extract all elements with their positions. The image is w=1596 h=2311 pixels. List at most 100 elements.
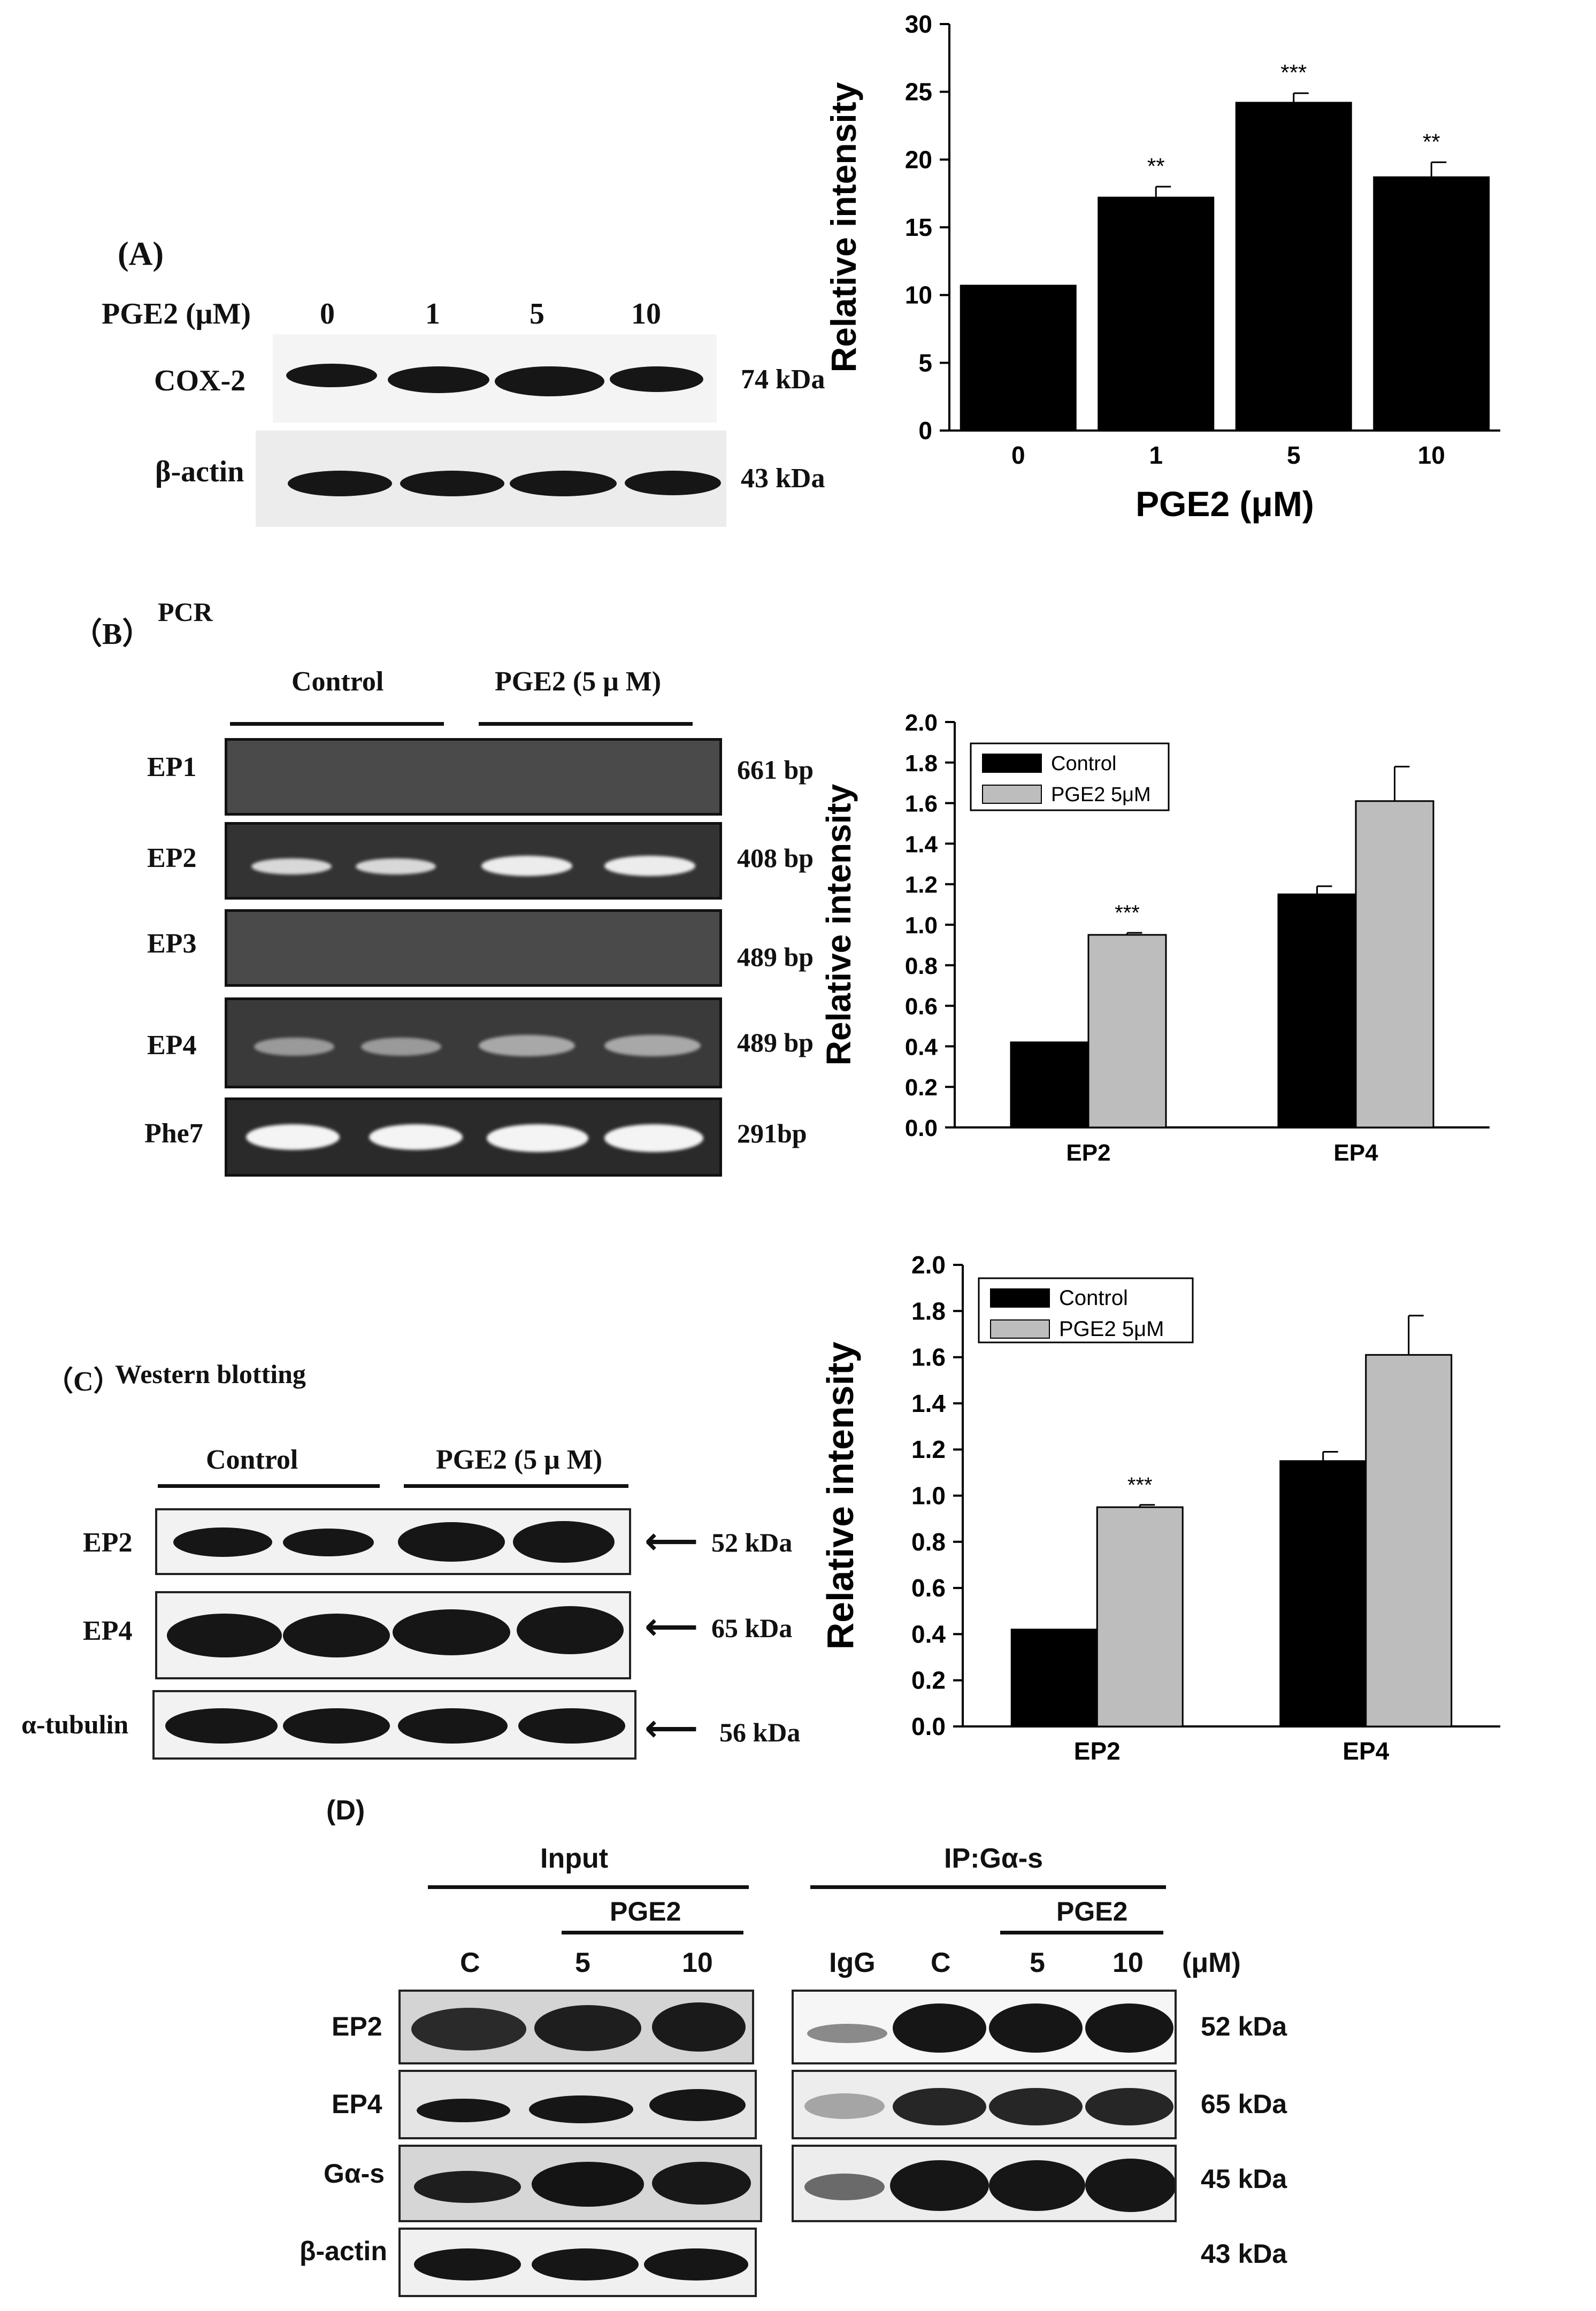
bar-10 (1373, 176, 1490, 432)
bar-1 (1098, 196, 1215, 432)
bar-0 (960, 285, 1077, 432)
panel-a-size-label: 74 kDa (741, 364, 825, 395)
panel-b-group-pge2: PGE2 (5 μ M) (495, 666, 662, 697)
gel-band (604, 856, 695, 876)
blot-band (167, 1614, 282, 1657)
blot-band (283, 1614, 390, 1657)
y-tick-label: 0.6 (911, 1574, 946, 1602)
blot-band (625, 471, 721, 495)
wb-size-label: 56 kDa (719, 1717, 801, 1747)
group-underline (1000, 1931, 1163, 1934)
group-underline (562, 1931, 743, 1934)
panel-a-lane-0: 0 (320, 297, 335, 331)
y-tick-label: 1.6 (905, 791, 938, 817)
pcr-size-label: 489 bp (737, 942, 814, 972)
y-tick-label: 1.8 (905, 750, 938, 777)
bar-EP2 (1087, 934, 1167, 1128)
y-tick-label: 30 (905, 10, 932, 38)
panel-d-input-pge2: PGE2 (610, 1897, 681, 1926)
input-lane: C (460, 1947, 480, 1978)
x-tick-label: 0 (1011, 441, 1025, 469)
blot-band (1085, 2159, 1175, 2212)
coip-row-label: Gα-s (324, 2159, 385, 2189)
blot-band (411, 2008, 526, 2051)
panel-a-size-label: 43 kDa (741, 463, 825, 494)
panel-a-label: (A) (118, 236, 164, 272)
y-tick-label: 0.4 (911, 1620, 946, 1648)
y-tick-label: 1.4 (905, 831, 938, 857)
pcr-gel-ep1 (225, 738, 722, 816)
blot-band (495, 366, 604, 396)
input-blot-actin (398, 2228, 757, 2297)
wb-blot-ep2 (155, 1508, 631, 1575)
blot-band (414, 2248, 521, 2281)
group-underline (230, 722, 444, 726)
gel-band (251, 858, 332, 874)
gel-band (487, 1124, 588, 1152)
bar-EP4 (1277, 893, 1357, 1128)
input-lane: 10 (682, 1947, 713, 1978)
bar-EP4 (1279, 1460, 1367, 1728)
gel-band (604, 1035, 701, 1056)
x-tick-label: EP2 (1074, 1737, 1121, 1765)
legend-label: PGE2 5μM (1059, 1317, 1164, 1341)
pcr-row-label: EP3 (147, 928, 197, 959)
blot-band (534, 2005, 641, 2051)
ip-lane: 10 (1112, 1947, 1144, 1978)
legend-swatch (982, 785, 1042, 804)
blot-band (652, 2162, 751, 2205)
blot-band (400, 471, 504, 496)
arrow-icon: ⟵ (644, 1606, 699, 1647)
pcr-gel-phe7 (225, 1097, 722, 1177)
blot-band (510, 471, 617, 496)
coip-size-label: 45 kDa (1201, 2164, 1287, 2194)
y-axis-label: Relative intensity (824, 82, 863, 372)
y-axis-label: Relative intensity (819, 784, 858, 1065)
significance-label: *** (1280, 60, 1307, 85)
y-tick-label: 0.8 (911, 1528, 946, 1556)
panel-b-group-control: Control (291, 666, 384, 697)
y-tick-label: 1.6 (911, 1343, 946, 1371)
pcr-row-label: EP4 (147, 1030, 197, 1061)
wb-blot-ep4 (155, 1591, 631, 1679)
pcr-row-label: EP1 (147, 752, 197, 782)
ip-lane: C (931, 1947, 951, 1978)
x-axis-label: PGE2 (μM) (1135, 484, 1314, 524)
pcr-row-label: EP2 (147, 843, 197, 873)
panel-d-ip-pge2: PGE2 (1056, 1897, 1128, 1926)
legend-swatch (990, 1288, 1050, 1308)
blot-band (989, 2088, 1083, 2125)
y-tick-label: 2.0 (905, 710, 938, 736)
significance-label: ** (1423, 129, 1440, 154)
blot-band (989, 2003, 1083, 2053)
blot-band (286, 364, 377, 387)
wb-row-label: α-tubulin (21, 1709, 129, 1739)
panel-d-input-label: Input (540, 1843, 609, 1874)
blot-band (173, 1527, 272, 1557)
coip-row-label: EP2 (332, 2011, 382, 2041)
panel-b-label: （B） (72, 618, 152, 651)
blot-band (890, 2160, 989, 2211)
x-tick-label: EP2 (1066, 1140, 1110, 1166)
y-tick-label: 15 (905, 213, 932, 241)
panel-c-group-pge2: PGE2 (5 μ M) (436, 1445, 603, 1475)
coip-row-label: β-actin (300, 2236, 387, 2266)
y-tick-label: 1.2 (911, 1435, 946, 1463)
panel-a-row-header: PGE2 (μM) (102, 297, 251, 331)
ip-blot-ep2 (792, 1990, 1177, 2064)
bar-5 (1235, 102, 1352, 432)
input-blot-gas (398, 2145, 762, 2222)
wb-row-label: EP2 (83, 1527, 133, 1558)
panel-c-group-control: Control (206, 1445, 298, 1475)
blot-band (283, 1529, 374, 1556)
y-tick-label: 1.0 (905, 912, 938, 939)
pcr-size-label: 291bp (737, 1118, 807, 1148)
y-tick-label: 0.0 (905, 1115, 938, 1141)
wb-row-label: EP4 (83, 1616, 133, 1646)
bar-EP2 (1096, 1506, 1184, 1728)
arrow-icon: ⟵ (644, 1520, 699, 1562)
y-tick-label: 0.8 (905, 953, 938, 979)
coip-size-label: 43 kDa (1201, 2239, 1287, 2269)
blot-band (532, 2162, 644, 2207)
